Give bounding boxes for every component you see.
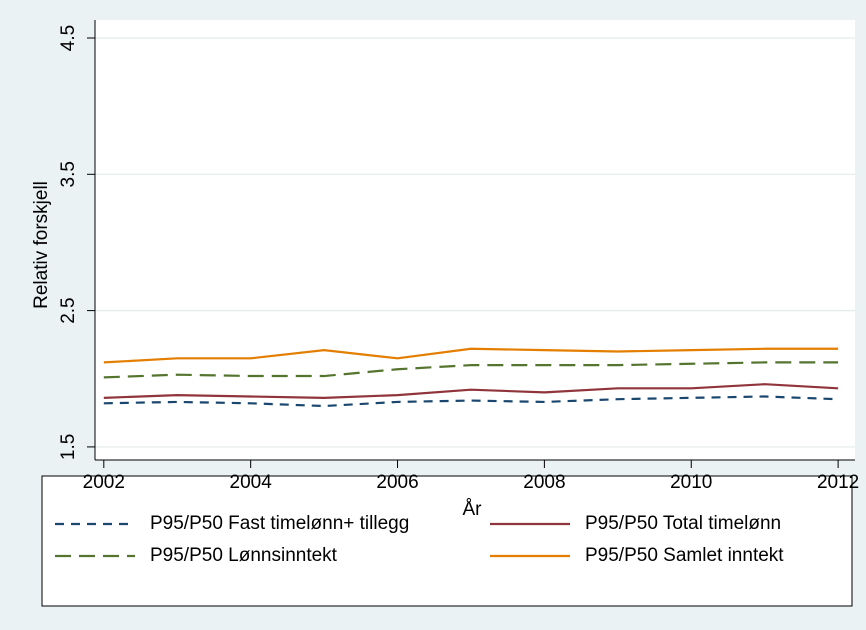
legend-label: P95/P50 Samlet inntekt	[585, 545, 784, 566]
y-tick-label: 1.5	[58, 434, 79, 460]
series-line	[103, 383, 839, 399]
x-tick-label: 2010	[670, 472, 712, 493]
y-tick-label: 4.5	[58, 25, 79, 51]
plot-area	[95, 20, 855, 460]
y-tick-label: 3.5	[58, 161, 79, 187]
legend-label: P95/P50 Fast timelønn+ tillegg	[150, 513, 409, 534]
x-tick-label: 2002	[83, 472, 125, 493]
series-line	[103, 347, 839, 364]
x-tick-label: 2006	[376, 472, 418, 493]
y-axis-label: Relativ forskjell	[31, 181, 52, 309]
x-tick-label: 2004	[230, 472, 273, 493]
y-tick-label: 2.5	[58, 297, 79, 323]
series-line	[103, 395, 839, 408]
x-tick-label: 2008	[523, 472, 565, 493]
x-tick-label: 2012	[817, 472, 859, 493]
legend-box	[41, 475, 853, 607]
legend-label: P95/P50 Lønnsinntekt	[150, 545, 338, 566]
legend-label: P95/P50 Total timelønn	[585, 513, 781, 534]
x-axis-label: År	[463, 499, 483, 520]
series-line	[103, 361, 839, 379]
